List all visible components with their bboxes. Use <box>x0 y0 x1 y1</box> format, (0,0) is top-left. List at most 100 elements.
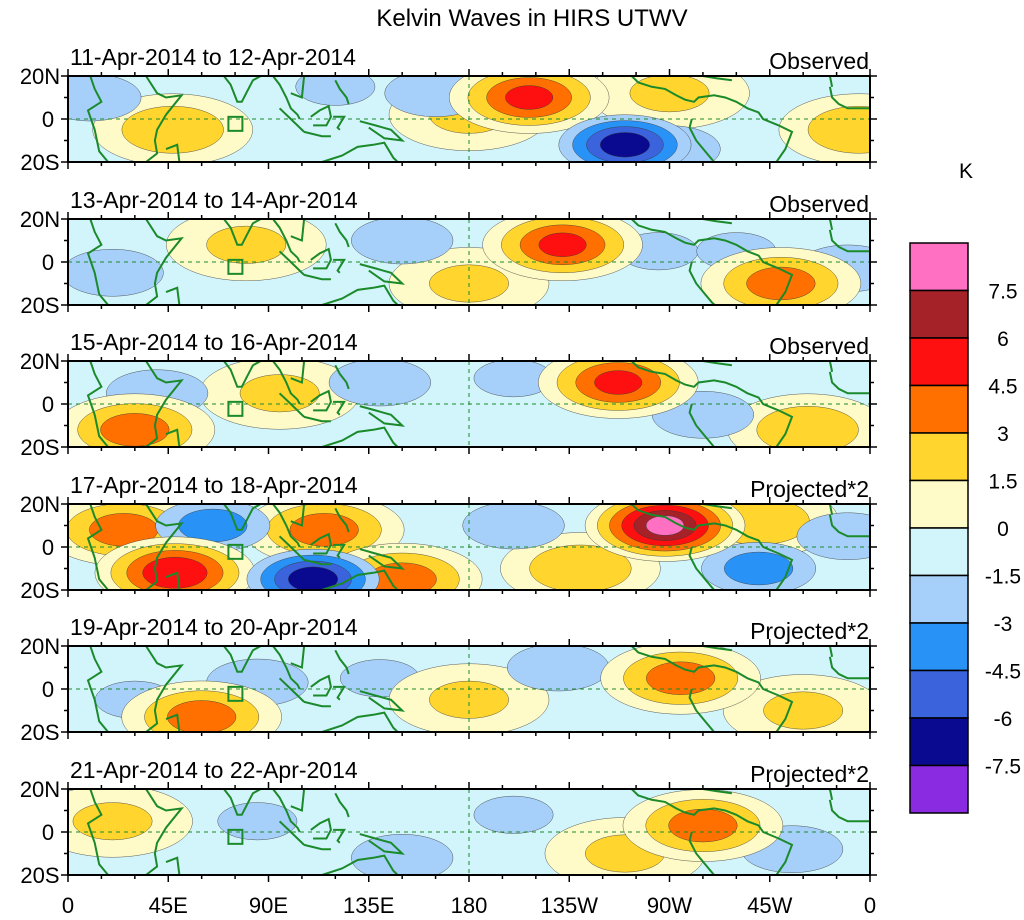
anomaly-blob <box>166 219 327 281</box>
coastline <box>303 130 331 138</box>
contour-fill <box>473 795 554 834</box>
coastline <box>86 219 109 305</box>
coastlines <box>86 219 870 305</box>
y-tick-label: 20S <box>20 435 59 460</box>
anomaly-blob <box>462 504 565 550</box>
contour-fill <box>807 106 870 154</box>
contour-fill <box>538 232 587 257</box>
coastline <box>688 831 715 875</box>
y-tick-label: 20N <box>20 349 60 374</box>
colorbar-swatch <box>909 527 969 577</box>
coastline <box>165 143 181 162</box>
anomaly-blob <box>68 249 164 297</box>
coastline <box>272 361 301 405</box>
coastline <box>290 219 306 242</box>
coastline <box>303 700 331 708</box>
coastline <box>303 273 331 281</box>
colorbar-swatch <box>909 337 969 387</box>
marker-box <box>227 400 244 417</box>
anomaly-field <box>68 789 844 875</box>
anomaly-field <box>68 361 870 447</box>
marker-box <box>227 543 244 560</box>
coastline <box>334 79 350 105</box>
contour-fill <box>288 566 338 590</box>
coastline <box>828 76 834 87</box>
coastline <box>310 817 332 840</box>
coastline <box>165 286 181 305</box>
contour-fill <box>351 834 454 875</box>
colorbar-tick-label: -6 <box>994 708 1013 731</box>
marker-box <box>227 115 244 132</box>
coastline <box>688 688 715 732</box>
coastline <box>828 219 834 230</box>
panel-date: 17-Apr-2014 to 18-Apr-2014 <box>70 472 358 498</box>
coastline <box>630 504 794 590</box>
map-panel: 20N 0 20S 13-Apr-2014 to 14-Apr-2014 Observe… <box>20 187 877 318</box>
y-tick-label: 20N <box>20 777 60 802</box>
contour-fill <box>746 266 816 301</box>
coastline <box>290 646 306 669</box>
coastline <box>828 514 870 538</box>
coastlines <box>86 504 870 590</box>
coastline <box>201 789 263 816</box>
anomaly-blob <box>328 361 431 407</box>
contour-fill <box>645 515 685 536</box>
anomaly-blob <box>538 361 699 419</box>
x-tick-label: 0 <box>62 893 74 918</box>
contour-fill <box>295 76 376 106</box>
coastline <box>699 361 733 367</box>
anomaly-blob <box>584 504 746 562</box>
coastline <box>310 532 332 555</box>
marker-box <box>227 828 244 845</box>
y-tick-label: 20N <box>20 207 60 232</box>
x-tick-label: 180 <box>451 893 488 918</box>
coastline <box>333 115 346 131</box>
coastline <box>272 789 301 833</box>
coastline <box>86 76 109 162</box>
coastline <box>699 219 733 225</box>
y-tick-label: 0 <box>42 820 54 845</box>
coastline <box>310 389 332 412</box>
contour-fill <box>462 504 565 550</box>
contour-fill <box>724 551 794 586</box>
coastline <box>828 799 870 823</box>
y-tick-label: 20S <box>20 293 59 318</box>
colorbar-tick-label: -4.5 <box>985 661 1021 684</box>
coastline <box>828 361 834 372</box>
y-tick-label: 20N <box>20 64 60 89</box>
coastline <box>272 219 301 263</box>
colorbar-swatch <box>909 242 969 292</box>
contour-fill <box>668 808 738 843</box>
coastline <box>165 428 181 447</box>
coastline <box>828 229 870 253</box>
coastline <box>321 711 399 732</box>
panel-date: 21-Apr-2014 to 22-Apr-2014 <box>70 757 358 783</box>
colorbar-swatch <box>909 384 969 434</box>
contour-fill <box>100 413 170 447</box>
y-tick-label: 20N <box>20 634 60 659</box>
colorbar-swatch <box>909 574 969 624</box>
coastline <box>145 219 184 305</box>
colorbar-swatch <box>909 432 969 482</box>
y-tick-label: 20S <box>20 720 59 745</box>
coastline <box>359 833 406 855</box>
coastline <box>334 222 350 248</box>
colorbar-swatch <box>909 622 969 672</box>
contour-fill <box>629 76 710 113</box>
x-tick-label: 0 <box>864 893 876 918</box>
anomaly-blob <box>68 76 142 122</box>
coastline <box>359 120 406 142</box>
coastline <box>699 504 733 510</box>
coastlines <box>86 789 870 875</box>
panel-label: Observed <box>769 48 869 74</box>
coastline <box>333 685 346 701</box>
coastline <box>334 507 350 533</box>
contour-fill <box>167 700 237 732</box>
coastline <box>828 656 870 680</box>
contour-fill <box>646 661 716 695</box>
x-tick-label: 135E <box>343 893 394 918</box>
colorbar-swatch <box>909 669 969 719</box>
coastline <box>333 828 346 844</box>
contour-fill <box>239 374 320 413</box>
